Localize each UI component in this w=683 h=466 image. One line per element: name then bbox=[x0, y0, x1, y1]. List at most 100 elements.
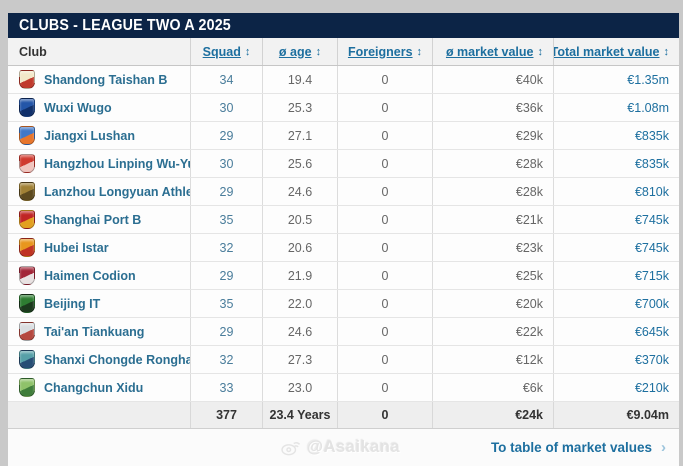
club-badge-icon bbox=[19, 154, 35, 173]
squad-link[interactable]: 35 bbox=[219, 296, 234, 311]
club-link[interactable]: Changchun Xidu bbox=[44, 380, 144, 395]
squad-link[interactable]: 29 bbox=[219, 128, 234, 143]
club-link[interactable]: Shanghai Port B bbox=[44, 212, 142, 227]
total-market-value-cell: €370k bbox=[553, 346, 679, 373]
avg-market-value: €20k bbox=[515, 296, 543, 311]
squad-cell: 35 bbox=[190, 290, 262, 317]
total-market-value-link[interactable]: €1.35m bbox=[627, 72, 669, 87]
total-market-value-link[interactable]: €645k bbox=[634, 324, 669, 339]
sort-link-total-market-value[interactable]: Total market value bbox=[553, 44, 660, 59]
foreigners-cell: 0 bbox=[337, 318, 432, 345]
avg-age-cell: 24.6 bbox=[262, 318, 337, 345]
total-market-value-link[interactable]: €810k bbox=[634, 184, 669, 199]
squad-cell: 29 bbox=[190, 262, 262, 289]
club-badge-icon bbox=[19, 294, 35, 313]
sort-arrows-icon[interactable]: ↕ bbox=[244, 45, 251, 58]
squad-link[interactable]: 35 bbox=[219, 212, 234, 227]
squad-cell: 33 bbox=[190, 374, 262, 401]
club-badge-icon bbox=[19, 210, 35, 229]
avg-age-cell: 20.5 bbox=[262, 206, 337, 233]
foreigners-cell: 0 bbox=[337, 206, 432, 233]
squad-link[interactable]: 29 bbox=[219, 268, 234, 283]
avg-market-value-cell: €28k bbox=[432, 178, 553, 205]
avg-market-value: €36k bbox=[515, 100, 543, 115]
squad-link[interactable]: 33 bbox=[219, 380, 234, 395]
club-link[interactable]: Wuxi Wugo bbox=[44, 100, 112, 115]
squad-link[interactable]: 29 bbox=[219, 324, 234, 339]
sort-link-squad[interactable]: Squad bbox=[202, 44, 241, 59]
table-body: Shandong Taishan B 34 19.4 0 €40k €1.35m… bbox=[8, 66, 679, 402]
total-market-value-link[interactable]: €1.08m bbox=[627, 100, 669, 115]
avg-age-value: 25.6 bbox=[287, 156, 313, 171]
squad-cell: 29 bbox=[190, 318, 262, 345]
club-cell: Hubei Istar bbox=[8, 234, 190, 261]
total-market-value-link[interactable]: €210k bbox=[634, 380, 669, 395]
avg-age-cell: 21.9 bbox=[262, 262, 337, 289]
sort-arrows-icon[interactable]: ↕ bbox=[416, 45, 423, 58]
sort-arrows-icon[interactable]: ↕ bbox=[537, 45, 544, 58]
club-link[interactable]: Lanzhou Longyuan Athletic bbox=[44, 184, 190, 199]
column-header-avg-market-value[interactable]: ø market value ↕ bbox=[432, 38, 553, 65]
club-link[interactable]: Shandong Taishan B bbox=[44, 72, 168, 87]
total-market-value-cell: €810k bbox=[553, 178, 679, 205]
foreigners-cell: 0 bbox=[337, 66, 432, 93]
club-link[interactable]: Hangzhou Linping Wu-Yue bbox=[44, 156, 190, 171]
summary-club-cell bbox=[8, 402, 190, 428]
avg-age-value: 27.1 bbox=[287, 128, 313, 143]
column-header-squad[interactable]: Squad ↕ bbox=[190, 38, 262, 65]
foreigners-value: 0 bbox=[381, 184, 389, 199]
club-link[interactable]: Shanxi Chongde Ronghai bbox=[44, 352, 190, 367]
avg-age-value: 21.9 bbox=[287, 268, 313, 283]
sort-link-foreigners[interactable]: Foreigners bbox=[347, 44, 413, 59]
summary-avg-age: 23.4 Years bbox=[269, 408, 331, 422]
avg-market-value: €6k bbox=[522, 380, 543, 395]
club-link[interactable]: Tai'an Tiankuang bbox=[44, 324, 145, 339]
squad-link[interactable]: 34 bbox=[219, 72, 234, 87]
club-link[interactable]: Haimen Codion bbox=[44, 268, 136, 283]
squad-cell: 35 bbox=[190, 206, 262, 233]
club-cell: Wuxi Wugo bbox=[8, 94, 190, 121]
total-market-value-link[interactable]: €835k bbox=[634, 128, 669, 143]
club-badge-icon bbox=[19, 70, 35, 89]
total-market-value-link[interactable]: €745k bbox=[634, 212, 669, 227]
market-values-link[interactable]: To table of market values › bbox=[491, 439, 666, 456]
squad-link[interactable]: 30 bbox=[219, 156, 234, 171]
avg-age-cell: 23.0 bbox=[262, 374, 337, 401]
avg-market-value: €25k bbox=[515, 268, 543, 283]
foreigners-value: 0 bbox=[381, 268, 389, 283]
sort-link-avg-market-value[interactable]: ø market value bbox=[445, 44, 534, 59]
squad-link[interactable]: 29 bbox=[219, 184, 234, 199]
club-link[interactable]: Hubei Istar bbox=[44, 240, 109, 255]
club-badge-icon bbox=[19, 182, 35, 201]
total-market-value-link[interactable]: €700k bbox=[634, 296, 669, 311]
market-values-link-label[interactable]: To table of market values bbox=[490, 440, 652, 455]
sort-arrows-icon[interactable]: ↕ bbox=[315, 45, 322, 58]
squad-link[interactable]: 32 bbox=[219, 352, 234, 367]
column-header-avg-age[interactable]: ø age ↕ bbox=[262, 38, 337, 65]
foreigners-cell: 0 bbox=[337, 234, 432, 261]
squad-link[interactable]: 30 bbox=[219, 100, 234, 115]
foreigners-value: 0 bbox=[381, 296, 389, 311]
squad-cell: 29 bbox=[190, 178, 262, 205]
foreigners-value: 0 bbox=[381, 72, 389, 87]
club-link[interactable]: Jiangxi Lushan bbox=[44, 128, 135, 143]
total-market-value-link[interactable]: €745k bbox=[634, 240, 669, 255]
avg-market-value-cell: €29k bbox=[432, 122, 553, 149]
table-row: Beijing IT 35 22.0 0 €20k €700k bbox=[8, 290, 679, 318]
sort-arrows-icon[interactable]: ↕ bbox=[663, 45, 670, 58]
avg-market-value: €28k bbox=[515, 184, 543, 199]
table-row: Wuxi Wugo 30 25.3 0 €36k €1.08m bbox=[8, 94, 679, 122]
column-header-total-market-value[interactable]: Total market value ↕ bbox=[553, 38, 679, 65]
total-market-value-cell: €835k bbox=[553, 122, 679, 149]
total-market-value-link[interactable]: €715k bbox=[634, 268, 669, 283]
total-market-value-link[interactable]: €835k bbox=[634, 156, 669, 171]
club-link[interactable]: Beijing IT bbox=[44, 296, 101, 311]
total-market-value-link[interactable]: €370k bbox=[634, 352, 669, 367]
sort-link-avg-age[interactable]: ø age bbox=[278, 44, 312, 59]
squad-link[interactable]: 32 bbox=[219, 240, 234, 255]
avg-age-cell: 20.6 bbox=[262, 234, 337, 261]
column-header-foreigners[interactable]: Foreigners ↕ bbox=[337, 38, 432, 65]
avg-age-value: 24.6 bbox=[287, 184, 313, 199]
avg-market-value: €23k bbox=[515, 240, 543, 255]
table-row: Shandong Taishan B 34 19.4 0 €40k €1.35m bbox=[8, 66, 679, 94]
